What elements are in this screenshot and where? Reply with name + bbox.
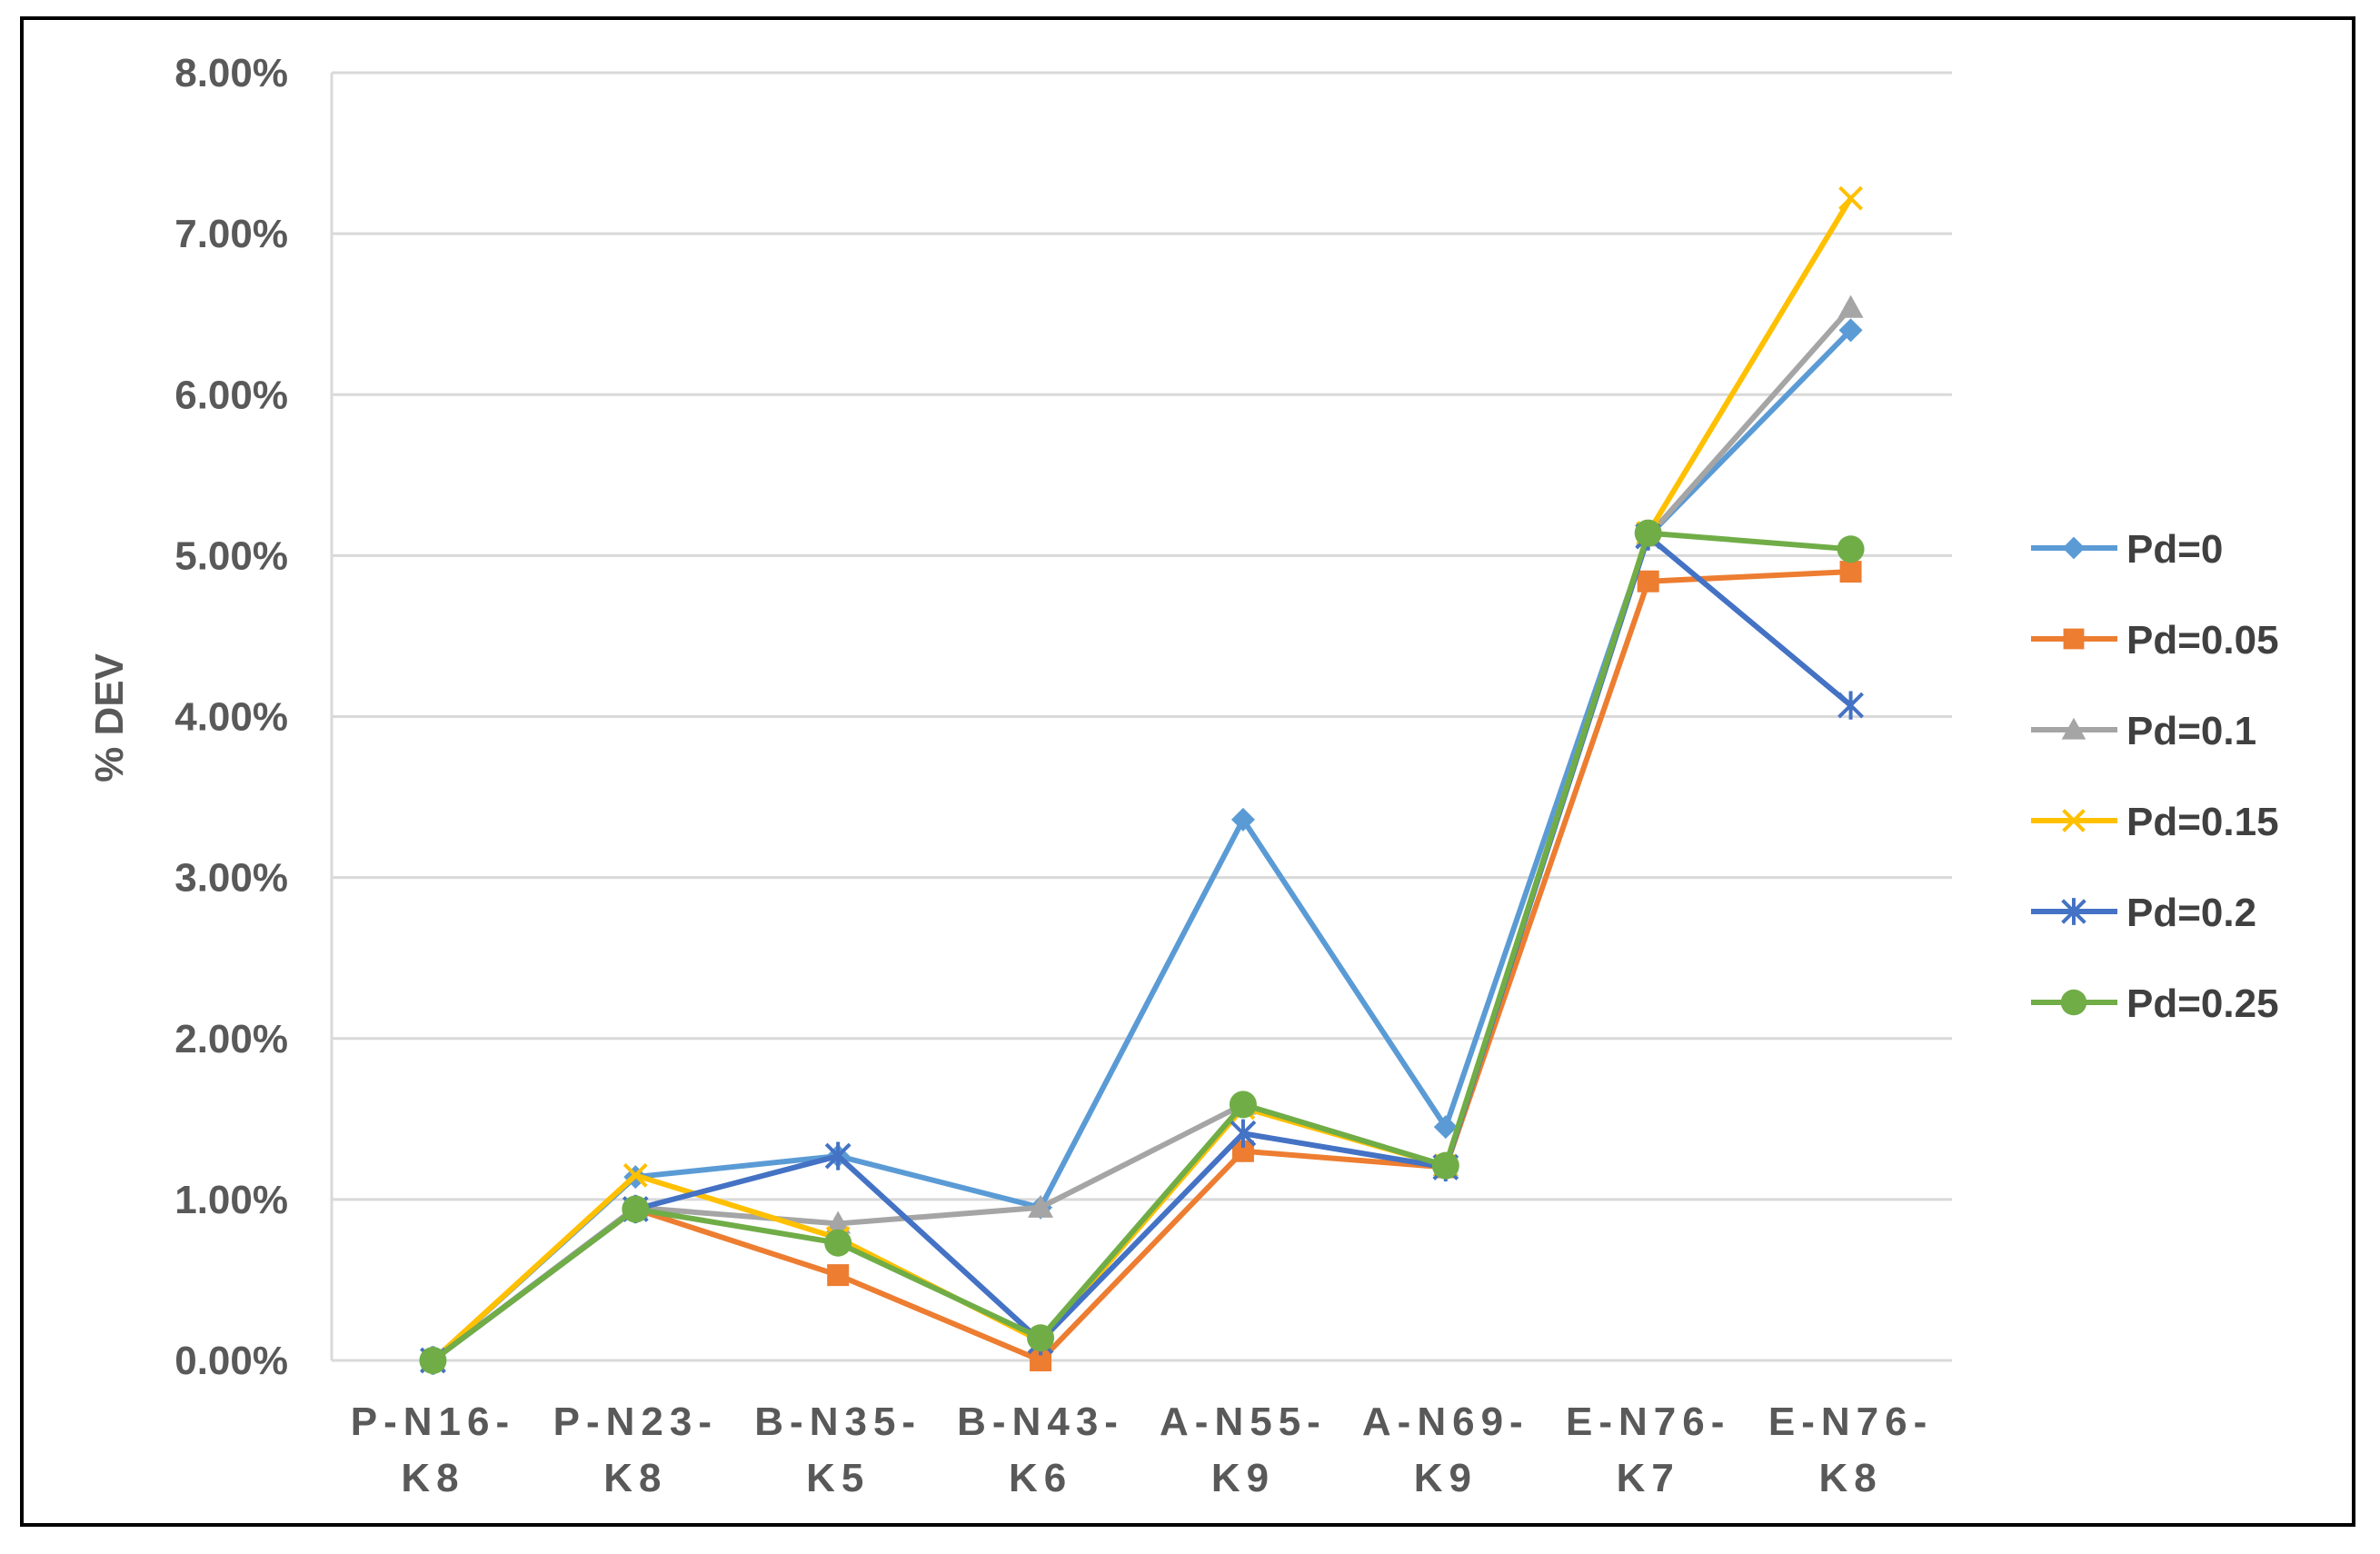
data-point [2062,536,2086,560]
legend-label: Pd=0 [2126,527,2223,572]
data-point [1837,691,1864,720]
data-point [2060,989,2087,1016]
y-tick-label: 4.00% [174,695,288,740]
legend-label: Pd=0.05 [2126,618,2279,662]
legend-label: Pd=0.25 [2126,981,2279,1026]
data-point [824,1229,852,1257]
legend-item: Pd=0.15 [2031,800,2279,844]
y-tick-label: 8.00% [174,51,288,95]
series-pd-0-05 [422,561,1862,1371]
x-tick-label: B-N43-K6 [957,1400,1124,1500]
data-point [1637,570,1659,593]
y-tick-label: 5.00% [174,533,288,578]
legend-label: Pd=0.15 [2126,800,2279,844]
data-point [1838,185,1863,211]
data-point [2061,717,2086,740]
data-point [622,1195,650,1223]
y-axis-ticks: 0.00% 1.00% 2.00% 3.00% 4.00% 5.00% 6.00% 7.00%… [174,51,288,1383]
legend-item: Pd=0.2 [2031,891,2256,935]
y-tick-label: 3.00% [174,856,288,901]
data-point [824,1141,851,1170]
data-point [2062,809,2086,832]
series-pd-0-15 [421,185,1863,1373]
series-line [431,569,1851,1363]
series-line [431,530,1851,1363]
y-tick-label: 1.00% [174,1178,288,1222]
x-tick-label: A-N55-K9 [1160,1400,1327,1500]
legend-item: Pd=0.25 [2031,981,2279,1026]
data-point [827,1264,850,1287]
data-point [1431,1151,1459,1180]
data-point [1028,1194,1054,1218]
x-tick-label: B-N35-K5 [754,1400,921,1500]
y-tick-label: 6.00% [174,373,288,417]
data-point [1838,318,1863,343]
y-tick-label: 7.00% [174,212,288,256]
data-point [2063,628,2085,650]
data-point [622,1162,648,1188]
data-point [1837,294,1864,318]
legend-item: Pd=0 [2031,527,2223,572]
data-point [1634,519,1662,547]
legend-item: Pd=0.05 [2031,618,2279,662]
data-point [825,1210,851,1234]
y-tick-label: 0.00% [174,1339,288,1383]
legend: Pd=0 Pd=0.05 Pd=0.1 Pd=0.15 Pd=0.2 Pd=0.25 [2031,527,2279,1026]
x-axis-ticks: P-N16-K8 P-N23-K8 B-N35-K5 B-N43-K6 A-N55-K9… [351,1400,1933,1500]
data-point [1027,1324,1055,1352]
series-pd-0-25 [419,519,1865,1374]
legend-item: Pd=0.1 [2031,709,2256,753]
grid [330,71,1952,1362]
data-point [1433,1115,1458,1140]
legend-label: Pd=0.2 [2126,891,2256,935]
data-point [1230,1119,1257,1148]
x-tick-label: P-N16-K8 [351,1400,515,1500]
y-axis-title: % DEV [87,652,132,782]
data-point [1839,561,1862,583]
data-point [2061,898,2086,925]
y-tick-label: 2.00% [174,1017,288,1061]
x-tick-label: P-N23-K8 [553,1400,718,1500]
x-tick-label: E-N76-K8 [1768,1400,1933,1500]
series [419,185,1865,1375]
x-tick-label: A-N69-K9 [1362,1400,1529,1500]
data-point [419,1347,447,1374]
series-line [431,533,1853,1363]
legend-label: Pd=0.1 [2126,709,2256,753]
chart-frame [20,16,2355,1527]
data-point [1229,1091,1257,1119]
x-tick-label: E-N76-K7 [1566,1400,1730,1500]
series-pd-0-2 [420,522,1864,1375]
data-point [1230,807,1255,832]
data-point [1837,535,1865,563]
